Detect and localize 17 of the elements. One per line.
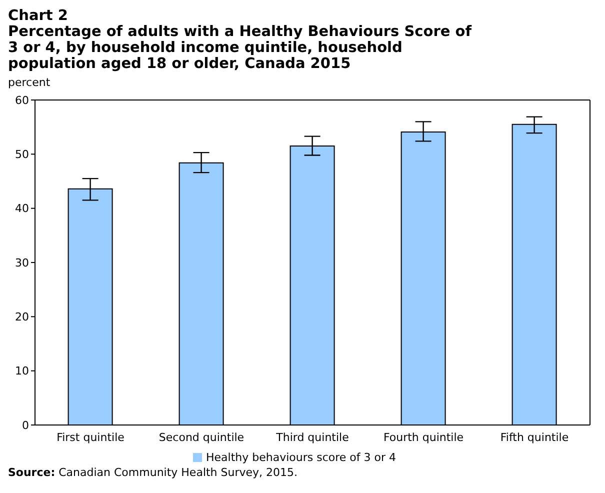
legend-label: Healthy behaviours score of 3 or 4 bbox=[206, 451, 396, 464]
y-tick-label: 20 bbox=[15, 310, 29, 324]
y-tick-label: 30 bbox=[15, 256, 29, 270]
chart-title: Chart 2 bbox=[8, 8, 69, 24]
y-tick-label: 50 bbox=[15, 148, 29, 162]
y-tick-label: 40 bbox=[15, 202, 29, 216]
y-axis-title: percent bbox=[8, 76, 52, 89]
x-tick-label: Fourth quintile bbox=[383, 430, 464, 444]
chart-subtitle: Percentage of adults with a Healthy Behaviours Score of 3 or 4, by household income quintile, household population aged 18 or older, Canada 2015 bbox=[8, 24, 473, 72]
y-tick-label: 0 bbox=[22, 418, 29, 432]
y-tick-label: 10 bbox=[15, 364, 29, 378]
x-tick-label: Third quintile bbox=[275, 430, 350, 444]
x-tick-label: Second quintile bbox=[158, 430, 244, 444]
x-tick-label: First quintile bbox=[56, 430, 125, 444]
x-tick-label: Fifth quintile bbox=[500, 430, 569, 444]
source-note: Source: Canadian Community Health Survey, 2015. bbox=[8, 466, 298, 479]
y-tick-label: 60 bbox=[15, 94, 29, 107]
